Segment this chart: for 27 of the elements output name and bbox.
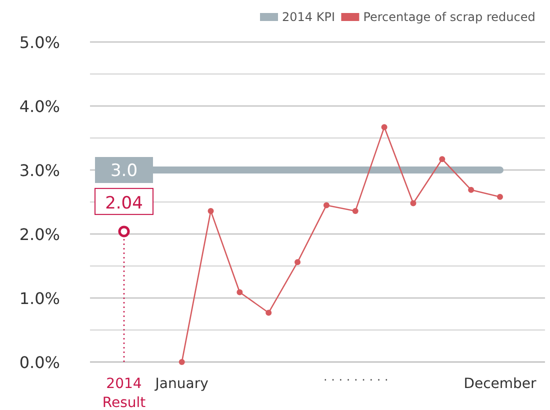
point <box>294 259 301 266</box>
point <box>266 310 272 316</box>
point <box>410 200 416 206</box>
legend-label: 2014 KPI <box>282 10 335 24</box>
point <box>352 208 358 214</box>
y-tick-label: 1.0% <box>19 289 60 308</box>
point <box>323 202 330 208</box>
point <box>468 186 474 193</box>
y-tick-label: 2.0% <box>19 225 60 244</box>
x-tick-label: December <box>464 376 537 392</box>
point <box>236 289 243 296</box>
y-tick-label: 3.0% <box>19 161 60 180</box>
text: · · · · · · · · · <box>323 373 388 387</box>
point <box>178 359 185 365</box>
data-label: 2.04 <box>105 193 143 214</box>
legend-label: Percentage of scrap reduced <box>363 10 536 24</box>
point <box>381 124 388 130</box>
x-tick-label: 2014 Result <box>102 376 146 410</box>
point <box>208 208 214 214</box>
x-tick-label: January <box>154 376 208 392</box>
y-tick-label: 4.0% <box>19 97 60 116</box>
y-tick-label: 5.0% <box>19 33 60 52</box>
point <box>497 194 503 200</box>
point <box>439 156 446 162</box>
point <box>118 226 130 238</box>
y-tick-label: 0.0% <box>19 353 60 372</box>
data-label: 3.0 <box>110 161 138 181</box>
